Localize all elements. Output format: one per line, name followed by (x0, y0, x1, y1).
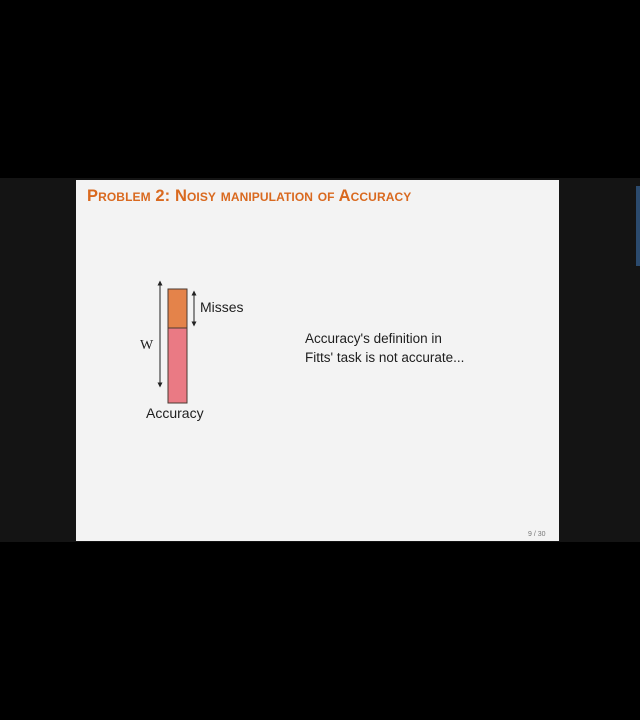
statement-line-2: Fitts' task is not accurate... (305, 350, 465, 365)
misses-label: Misses (200, 299, 244, 315)
accuracy-block (167, 327, 188, 404)
misses-block (167, 288, 188, 329)
window-edge (636, 186, 640, 266)
slide-statement: Accuracy's definition in Fitts' task is … (305, 329, 464, 367)
statement-line-1: Accuracy's definition in (305, 331, 442, 346)
slide-title: Problem 2: Noisy manipulation of Accurac… (87, 187, 412, 205)
presentation-slide: Problem 2: Noisy manipulation of Accurac… (76, 180, 559, 541)
accuracy-diagram (157, 280, 197, 404)
page-number: 9 / 30 (528, 531, 546, 538)
accuracy-label: Accuracy (146, 405, 204, 421)
width-label: W (140, 338, 154, 353)
